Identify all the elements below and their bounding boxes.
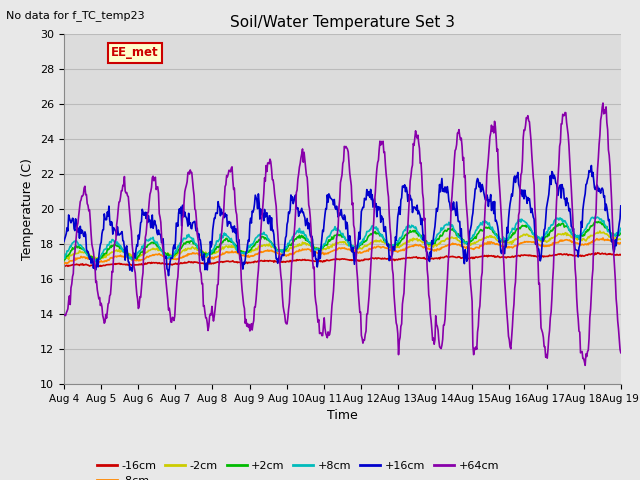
Text: No data for f_TC_temp23: No data for f_TC_temp23 [6, 10, 145, 21]
Y-axis label: Temperature (C): Temperature (C) [22, 158, 35, 260]
Title: Soil/Water Temperature Set 3: Soil/Water Temperature Set 3 [230, 15, 455, 30]
Text: EE_met: EE_met [111, 47, 159, 60]
Legend: -16cm, -8cm, -2cm, +2cm, +8cm, +16cm, +64cm: -16cm, -8cm, -2cm, +2cm, +8cm, +16cm, +6… [92, 456, 503, 480]
X-axis label: Time: Time [327, 409, 358, 422]
